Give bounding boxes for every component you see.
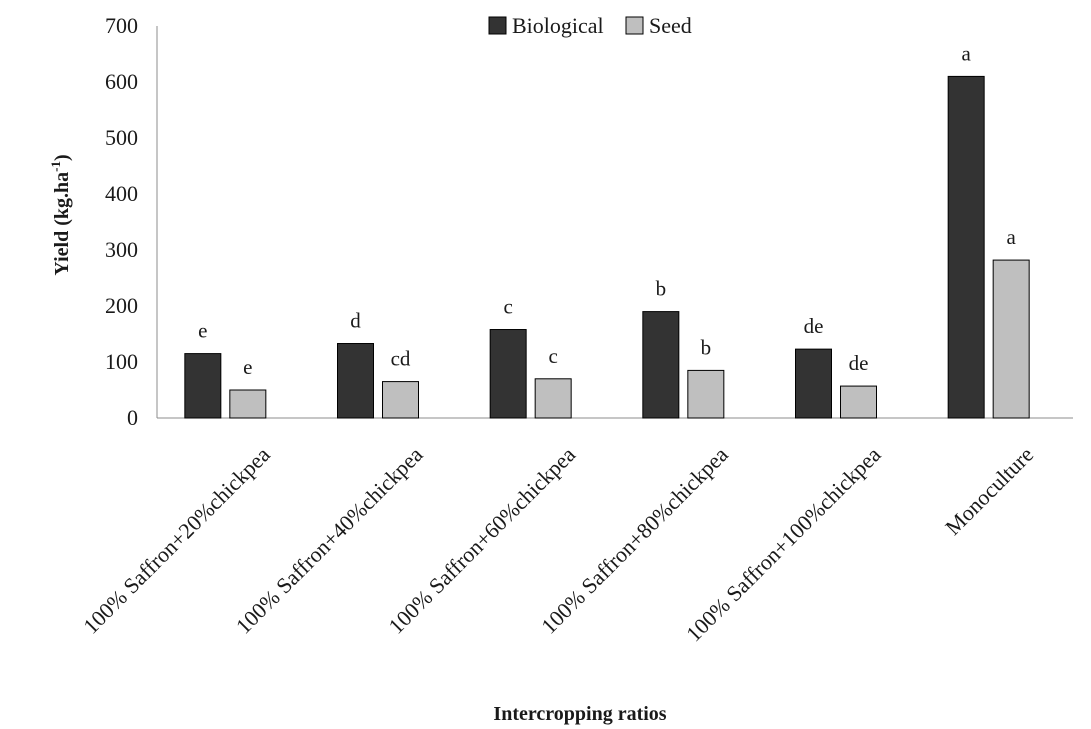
y-tick-label: 400	[105, 181, 138, 206]
bar-biological-4	[642, 311, 680, 419]
significance-label-biological: d	[350, 309, 361, 333]
bar-seed-5	[840, 385, 877, 419]
significance-label-seed: a	[1007, 225, 1017, 249]
bar-seed-6	[992, 259, 1030, 419]
bar-biological-6	[947, 75, 985, 419]
y-tick-label: 100	[105, 349, 138, 374]
bars	[184, 75, 1030, 419]
y-axis: 0 100 200 300 400 500 600 700	[105, 13, 158, 430]
significance-label-seed: de	[849, 351, 869, 375]
y-tick-label: 200	[105, 293, 138, 318]
bar-biological-2	[337, 343, 374, 419]
bar-biological-1	[184, 353, 222, 419]
category-label: Monoculture	[940, 442, 1038, 540]
significance-label-biological: e	[198, 319, 207, 343]
significance-label-seed: cd	[391, 347, 411, 371]
legend-swatch-biological	[488, 16, 507, 35]
y-tick-label: 300	[105, 237, 138, 262]
bar-seed-3	[534, 378, 572, 419]
y-tick-label: 600	[105, 69, 138, 94]
x-axis-title: Intercropping ratios	[493, 703, 666, 725]
legend-label-seed: Seed	[649, 13, 692, 38]
bar-seed-1	[229, 389, 267, 419]
significance-label-seed: e	[243, 355, 252, 379]
y-tick-label: 700	[105, 13, 138, 38]
significance-label-biological: b	[656, 277, 667, 301]
y-axis-title: Yield (kg.ha-1)	[48, 154, 73, 275]
significance-label-biological: c	[504, 295, 513, 319]
bar-seed-2	[382, 381, 419, 419]
legend-swatch-seed	[625, 16, 644, 35]
significance-label-biological: de	[804, 314, 824, 338]
significance-label-biological: a	[962, 41, 972, 65]
legend-label-biological: Biological	[512, 13, 604, 38]
y-tick-label: 0	[127, 405, 138, 430]
significance-label-seed: b	[701, 335, 712, 359]
significance-label-seed: c	[549, 344, 558, 368]
bar-biological-3	[489, 329, 527, 419]
legend: Biological Seed	[488, 13, 692, 38]
y-tick-label: 500	[105, 125, 138, 150]
bar-biological-5	[795, 348, 832, 419]
significance-labels: e e d cd c c b b de de a a	[198, 41, 1016, 379]
bar-seed-4	[687, 369, 725, 419]
